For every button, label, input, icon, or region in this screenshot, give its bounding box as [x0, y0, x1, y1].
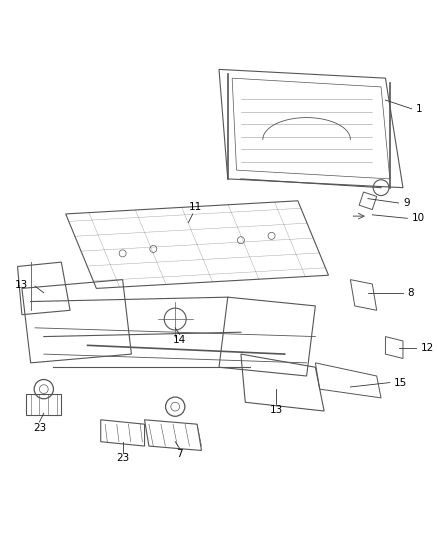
Text: 14: 14	[173, 335, 186, 345]
Text: 9: 9	[403, 198, 410, 208]
Text: 13: 13	[15, 280, 28, 290]
Text: 7: 7	[176, 449, 183, 459]
Text: 11: 11	[188, 203, 201, 212]
Text: 15: 15	[394, 377, 407, 387]
Text: 12: 12	[420, 343, 434, 352]
Text: 10: 10	[412, 213, 425, 223]
Text: 23: 23	[33, 423, 46, 433]
Text: 1: 1	[416, 104, 423, 114]
Text: 8: 8	[407, 288, 414, 298]
Text: 23: 23	[116, 454, 129, 463]
Text: 13: 13	[269, 405, 283, 415]
